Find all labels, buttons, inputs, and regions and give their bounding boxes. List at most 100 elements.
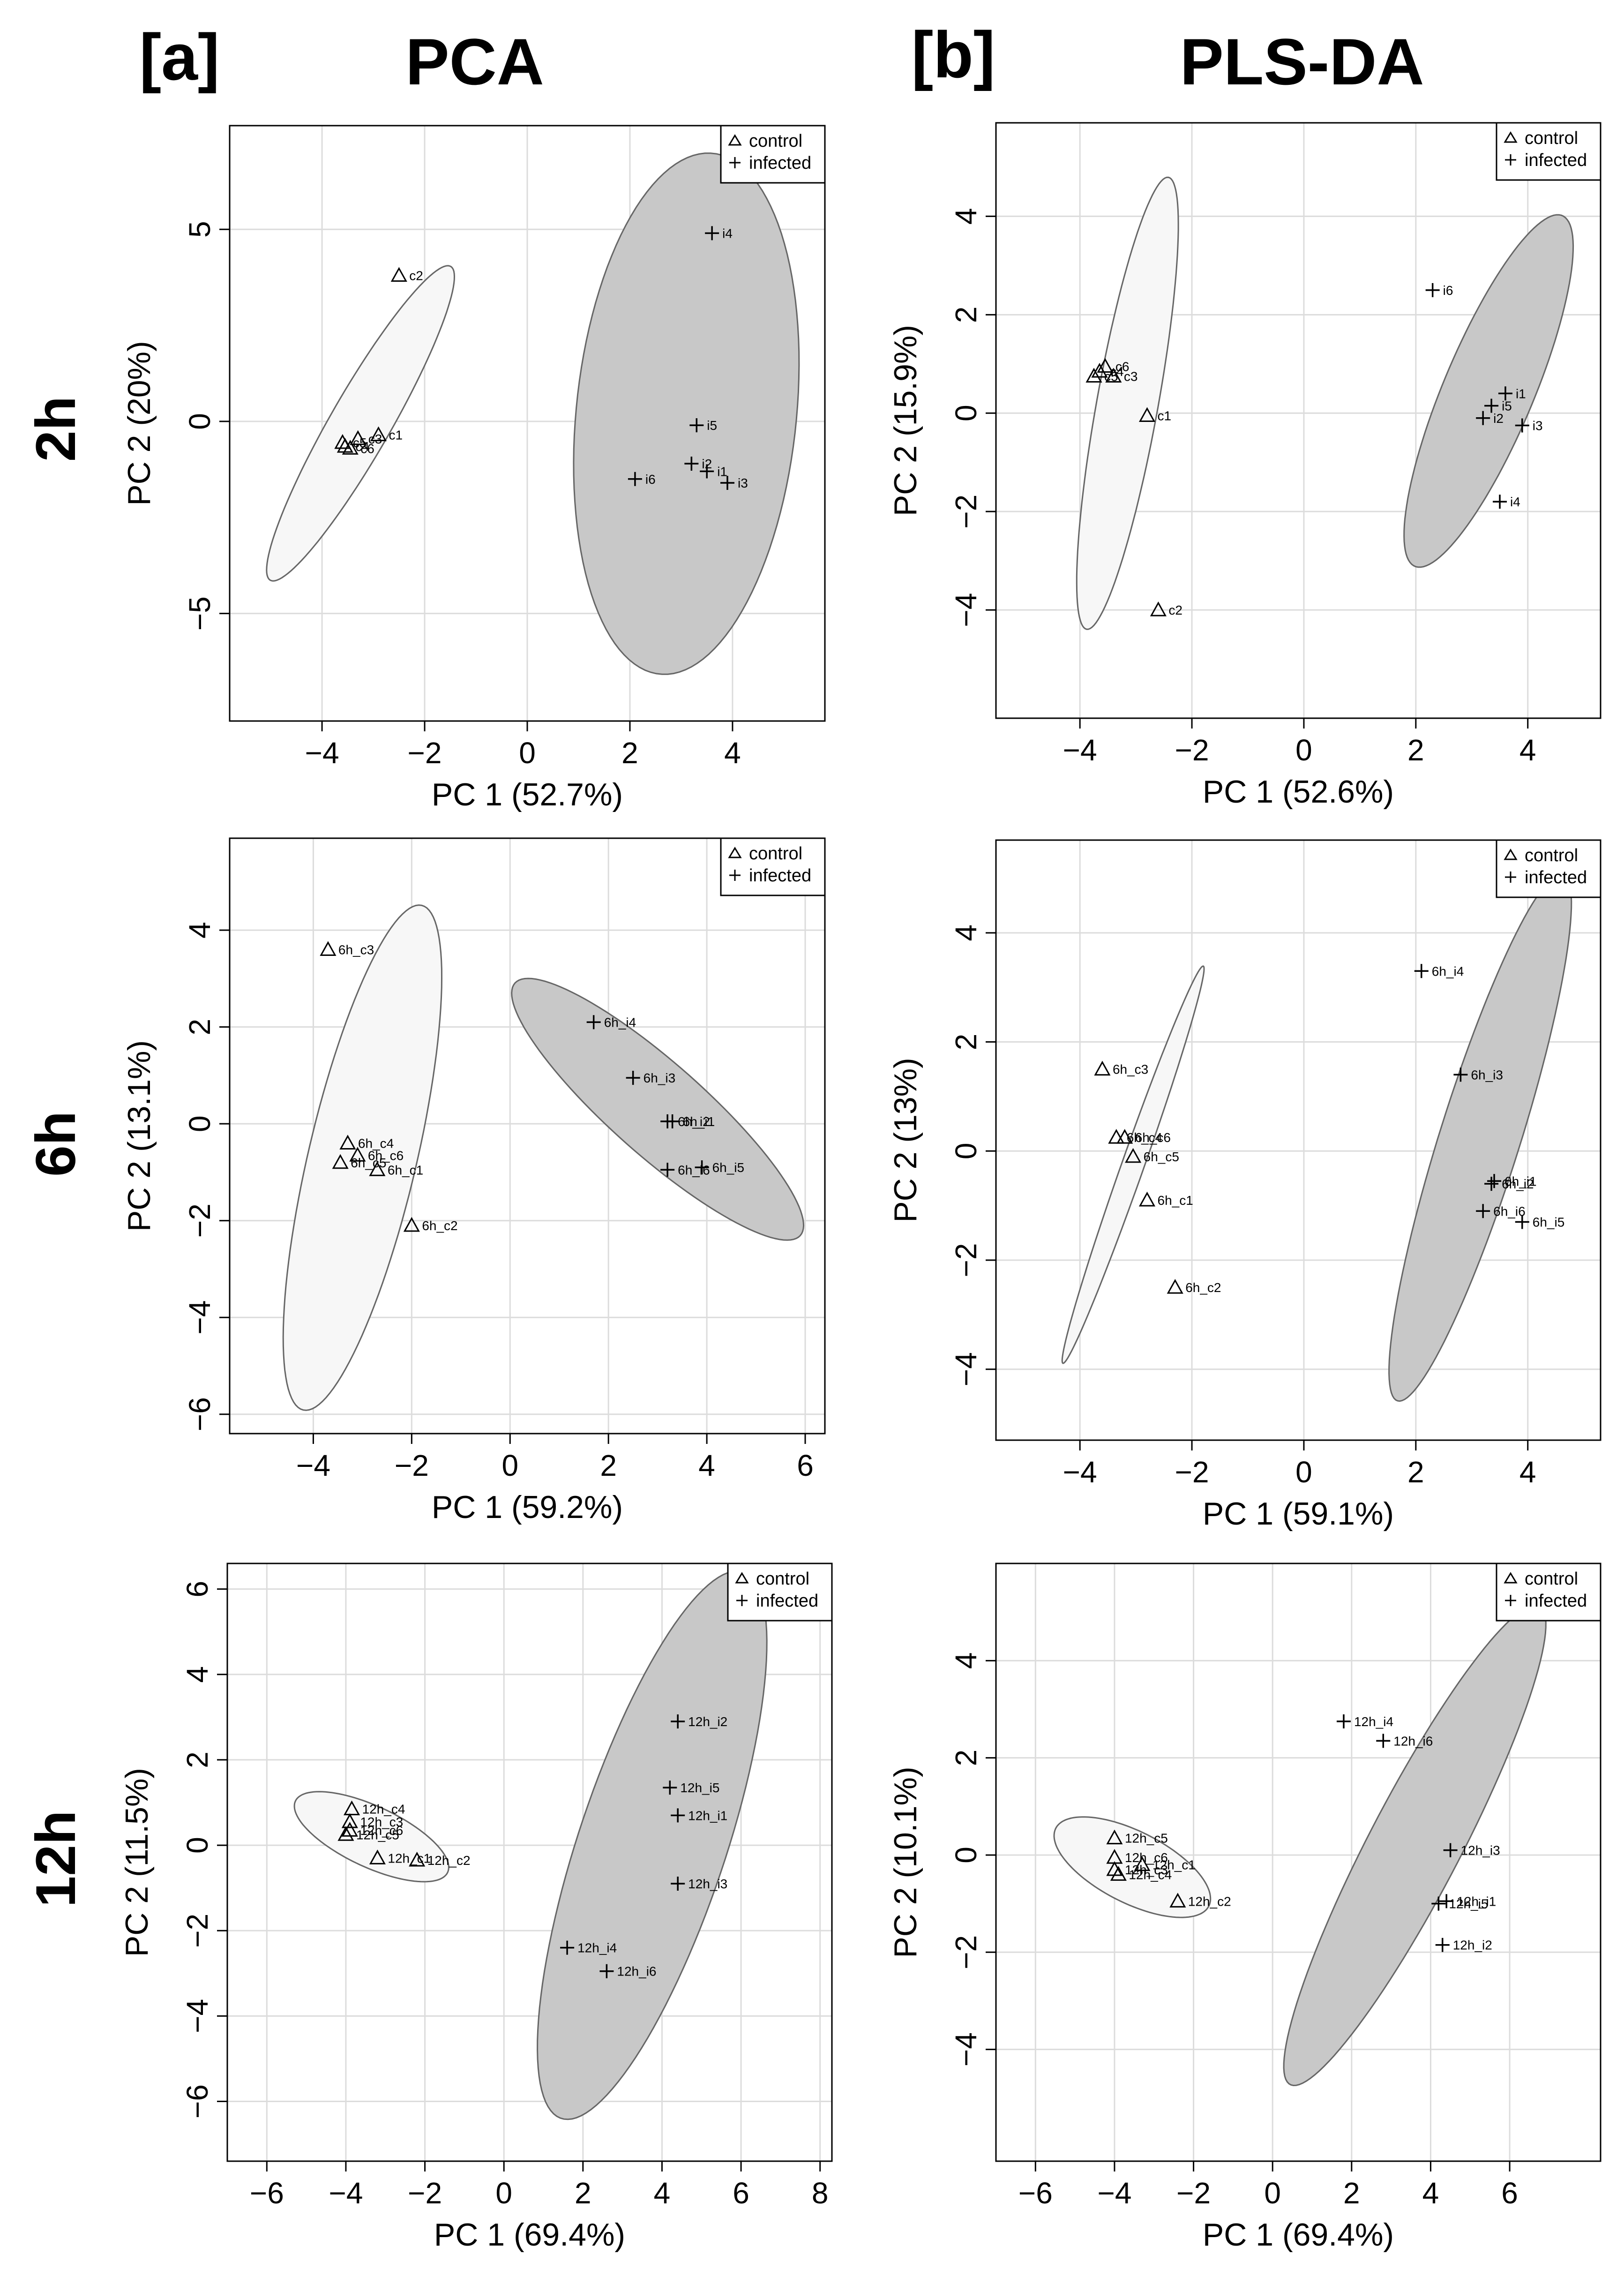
y-axis-label: PC 2 (11.5%) — [119, 1768, 155, 1957]
plot-frame — [226, 1563, 833, 2162]
point-6h_c5 — [1125, 1148, 1142, 1163]
x-tick-label: −2 — [408, 2176, 442, 2210]
header-tag-b: [b] — [912, 18, 995, 91]
legend-control-marker — [1504, 1572, 1518, 1584]
point-label-12h_i3: 12h_i3 — [1461, 1843, 1500, 1858]
point-label-i3: i3 — [1533, 418, 1543, 433]
point-label-6h_c5: 6h_c5 — [1144, 1150, 1179, 1164]
point-label-12h_c3: 12h_c3 — [360, 1815, 403, 1829]
y-tick-label: −2 — [949, 495, 983, 529]
legend-infected-label: infected — [1525, 150, 1587, 170]
point-12h_i2 — [671, 1714, 685, 1728]
y-tick-label: 0 — [183, 413, 217, 430]
y-tick-label: −4 — [183, 1300, 217, 1335]
point-label-i5: i5 — [707, 418, 717, 433]
y-tick-label: 0 — [183, 1115, 217, 1132]
point-6h_c6 — [1116, 1129, 1133, 1144]
point-c6 — [1097, 358, 1114, 373]
point-12h_i1 — [1439, 1894, 1454, 1908]
point-label-i6: i6 — [645, 472, 656, 487]
ellipse-layer — [1076, 176, 1574, 630]
point-label-i4: i4 — [1510, 495, 1520, 509]
point-6h_c3 — [320, 941, 337, 956]
point-label-6h_i5: 6h_i5 — [712, 1160, 745, 1175]
y-tick-label: 2 — [180, 1751, 214, 1768]
panel-pca_6h: −4 −2 0 2 4 6 −6 −4 −2 0 2 4 PC 1 (59.2%) PC 2 (13.1%… — [121, 837, 826, 1525]
x-axis-label: PC 1 (69.4%) — [434, 2217, 625, 2253]
y-tick-label: 2 — [949, 1034, 983, 1051]
y-tick-label: −6 — [183, 1397, 217, 1431]
point-6h_c4 — [339, 1134, 356, 1150]
legend-infected-marker — [729, 157, 741, 168]
row-label-6h: 6h — [24, 1111, 87, 1177]
y-tick-label: 2 — [949, 307, 983, 323]
legend-control-label: control — [1525, 1569, 1578, 1589]
header-tag-a: [a] — [139, 20, 219, 94]
point-6h_i2 — [660, 1114, 675, 1129]
x-tick-label: 2 — [575, 2176, 591, 2210]
y-tick-label: −2 — [180, 1914, 214, 1948]
point-c1 — [1138, 407, 1156, 422]
point-c1 — [370, 426, 387, 442]
x-axis-label: PC 1 (52.6%) — [1203, 774, 1394, 810]
point-label-6h_c6: 6h_c6 — [368, 1148, 404, 1163]
point-12h_c2 — [409, 1851, 426, 1867]
x-tick-label: −4 — [1063, 1455, 1097, 1489]
point-6h_c5 — [332, 1154, 349, 1169]
y-axis-label: PC 2 (15.9%) — [888, 325, 923, 516]
legend-infected-label: infected — [756, 1591, 818, 1611]
point-label-6h_c1: 6h_c1 — [388, 1163, 423, 1177]
legend-control-label: control — [1525, 128, 1578, 148]
point-6h_i5 — [1515, 1215, 1529, 1229]
point-label-6h_c3: 6h_c3 — [338, 942, 374, 957]
point-i1 — [1498, 386, 1512, 401]
ellipse-layer — [1053, 1604, 1547, 2087]
point-12h_c5 — [1106, 1829, 1123, 1845]
header-title-plsda: PLS-DA — [1180, 25, 1424, 98]
point-label-6h_c4: 6h_c4 — [1127, 1130, 1162, 1145]
point-label-6h_i4: 6h_i4 — [1432, 964, 1464, 978]
point-i2 — [1476, 411, 1490, 425]
x-tick-label: 2 — [621, 736, 638, 770]
y-tick-label: 4 — [949, 924, 983, 941]
x-tick-label: 0 — [1295, 733, 1312, 767]
point-c3 — [350, 430, 367, 445]
point-i5 — [689, 418, 704, 433]
point-label-c2: c2 — [409, 269, 423, 283]
confidence-ellipse-infected — [1388, 873, 1572, 1402]
point-label-6h_c1: 6h_c1 — [1158, 1193, 1193, 1208]
ellipse-layer — [1061, 873, 1572, 1402]
point-label-12h_i1: 12h_i1 — [688, 1808, 727, 1823]
point-label-12h_i2: 12h_i2 — [688, 1714, 727, 1729]
point-12h_c1 — [369, 1849, 386, 1864]
legend-box — [1496, 839, 1602, 898]
point-label-12h_c5: 12h_c5 — [356, 1827, 399, 1842]
point-12h_i3 — [1443, 1843, 1458, 1857]
x-tick-label: 0 — [495, 2176, 512, 2210]
y-tick-label: −2 — [949, 1243, 983, 1277]
point-12h_c6 — [1106, 1849, 1123, 1864]
legend-infected-marker — [736, 1595, 748, 1606]
y-tick-label: 4 — [180, 1666, 214, 1683]
x-tick-label: 8 — [812, 2176, 829, 2210]
point-i3 — [1515, 418, 1529, 433]
x-tick-label: −2 — [395, 1449, 429, 1482]
x-tick-label: −2 — [1175, 733, 1209, 767]
point-label-c5: c5 — [353, 436, 367, 450]
point-i1 — [700, 464, 714, 479]
x-tick-label: −4 — [329, 2176, 363, 2210]
point-12h_i2 — [1435, 1938, 1450, 1952]
point-label-6h_c3: 6h_c3 — [1113, 1062, 1148, 1077]
y-axis-label: PC 2 (10.1%) — [888, 1766, 923, 1958]
y-tick-label: −4 — [180, 1999, 214, 2033]
point-label-12h_c6: 12h_c6 — [1125, 1850, 1168, 1865]
point-label-6h_i1: 6h_i1 — [683, 1114, 715, 1129]
y-tick-label: 0 — [949, 405, 983, 421]
point-label-6h_c4: 6h_c4 — [358, 1136, 394, 1150]
point-c5 — [334, 434, 351, 449]
